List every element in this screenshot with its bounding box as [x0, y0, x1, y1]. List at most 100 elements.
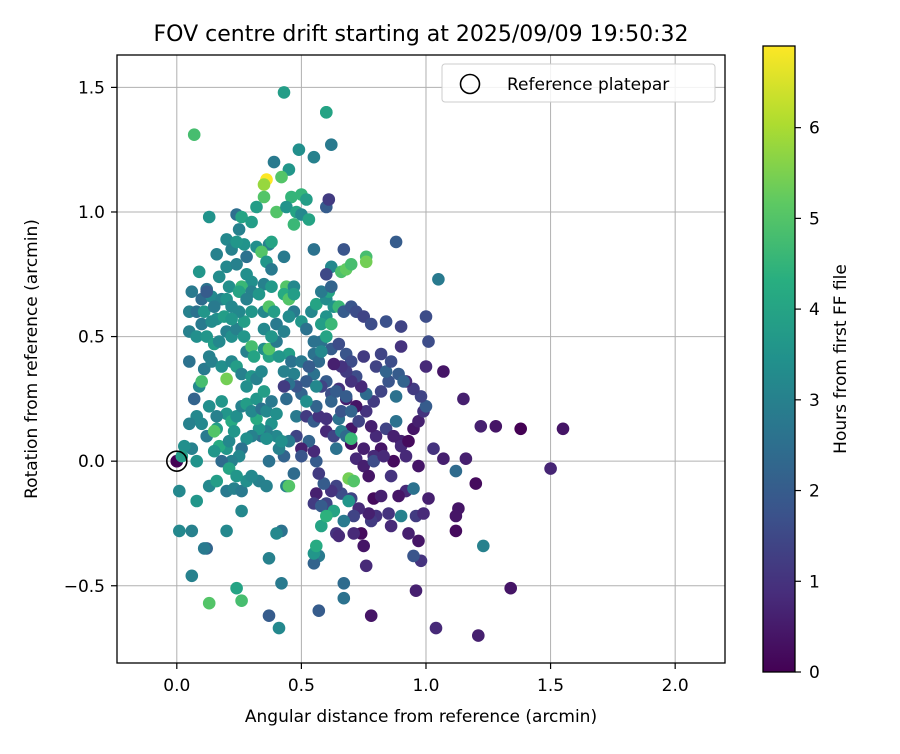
data-point — [295, 449, 308, 463]
data-point — [437, 365, 450, 378]
data-point — [384, 469, 398, 483]
data-point — [275, 434, 288, 448]
x-axis-label: Angular distance from reference (arcmin) — [245, 707, 597, 727]
data-point — [292, 143, 306, 156]
data-point — [215, 395, 228, 408]
data-point — [344, 375, 358, 388]
data-point — [300, 193, 313, 206]
data-point — [262, 552, 276, 565]
y-axis-label: Rotation from reference (arcmin) — [22, 219, 42, 499]
data-point — [397, 375, 410, 388]
data-point — [270, 205, 283, 219]
data-point — [394, 509, 408, 523]
data-point — [374, 489, 388, 503]
data-point — [307, 243, 321, 256]
colorbar-tick-label: 5 — [809, 209, 820, 229]
data-point — [202, 210, 216, 224]
data-point — [270, 407, 283, 421]
data-point — [310, 297, 323, 311]
data-point — [337, 243, 351, 256]
data-point — [514, 422, 527, 436]
data-point — [205, 355, 218, 368]
data-point — [449, 464, 463, 478]
data-point — [270, 527, 283, 540]
x-tick-label: 1.5 — [537, 676, 564, 696]
data-point — [374, 385, 388, 398]
data-point — [312, 604, 326, 617]
data-point — [320, 330, 333, 343]
data-point — [240, 380, 253, 393]
data-point — [477, 539, 490, 553]
data-point — [320, 412, 333, 426]
data-point — [419, 360, 433, 373]
data-point — [374, 347, 388, 361]
data-point — [282, 479, 296, 493]
data-point — [260, 479, 273, 493]
data-point — [474, 420, 488, 433]
data-point — [275, 170, 288, 184]
data-point — [197, 542, 211, 555]
data-point — [212, 335, 226, 348]
x-tick-label: 0.0 — [163, 676, 190, 696]
colorbar-label: Hours from first FF file — [831, 264, 851, 454]
data-point — [307, 557, 321, 570]
data-point — [556, 422, 570, 436]
data-point — [472, 629, 485, 642]
data-point — [230, 258, 243, 271]
data-point — [457, 392, 470, 406]
data-point — [429, 621, 443, 635]
data-point — [352, 415, 366, 428]
data-point — [342, 494, 356, 508]
data-point — [389, 415, 403, 428]
data-point — [387, 429, 400, 443]
data-point — [317, 477, 331, 490]
data-point — [257, 190, 271, 204]
data-point — [240, 432, 253, 446]
data-point — [222, 434, 236, 448]
data-point — [225, 312, 238, 326]
data-point — [173, 484, 186, 498]
data-point — [275, 577, 288, 590]
data-point — [489, 420, 503, 433]
data-point — [394, 340, 408, 353]
data-point — [315, 499, 328, 513]
data-point — [257, 178, 271, 191]
data-point — [285, 355, 298, 368]
data-point — [332, 529, 346, 543]
data-point — [422, 492, 435, 505]
data-point — [347, 474, 361, 488]
data-point — [287, 218, 301, 231]
data-point — [197, 305, 211, 319]
data-point — [419, 310, 433, 323]
data-point — [255, 365, 268, 378]
data-point — [287, 467, 301, 480]
data-point — [250, 200, 263, 214]
data-point — [332, 337, 346, 351]
data-point — [262, 454, 276, 468]
data-point — [265, 395, 278, 408]
data-point — [427, 442, 440, 456]
data-point — [265, 280, 278, 294]
data-point — [459, 452, 473, 466]
data-point — [315, 519, 328, 533]
data-point — [357, 459, 371, 473]
data-point — [322, 193, 336, 206]
data-point — [247, 350, 261, 363]
data-point — [220, 260, 233, 274]
data-point — [449, 524, 463, 538]
legend: Reference platepar — [441, 63, 716, 103]
data-point — [325, 395, 338, 408]
data-point — [280, 392, 293, 406]
data-point — [379, 365, 393, 378]
data-point — [290, 410, 303, 423]
data-point — [235, 210, 248, 224]
data-point — [320, 509, 333, 523]
data-point — [195, 375, 208, 388]
legend-marker-icon — [459, 73, 481, 95]
data-point — [252, 287, 266, 301]
data-point — [207, 425, 221, 438]
data-point — [330, 442, 343, 456]
data-point — [200, 285, 213, 299]
data-point — [389, 235, 403, 249]
data-point — [387, 454, 400, 468]
